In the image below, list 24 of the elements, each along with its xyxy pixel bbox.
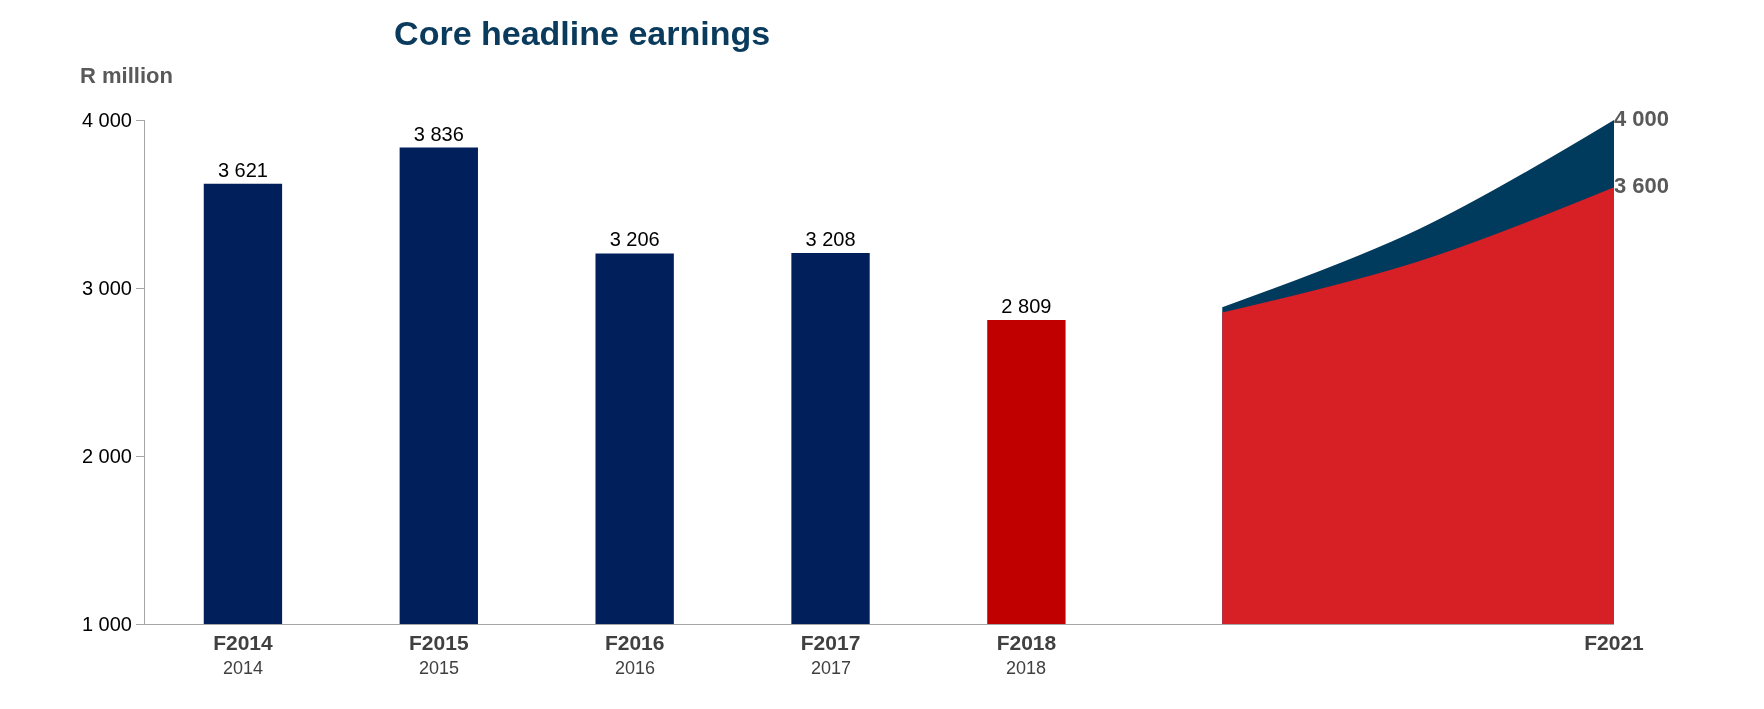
text: 2014 [223,658,264,678]
y-axis-title: R million [80,63,173,88]
data-label: 4 000 [1614,105,1670,131]
text: 2018 [1006,658,1047,678]
data-label: 3 836 [413,122,464,145]
x-tick-label: F2016 [604,631,665,655]
x-tick-label: F2017 [800,631,861,655]
text: 2017 [811,658,852,678]
y-tick-label: 1 000 [81,613,132,635]
data-label: 3 208 [805,228,856,251]
y-tick-label: 2 000 [81,445,132,467]
text: 2016 [615,658,656,678]
chart-title: Core headline earnings [394,14,771,53]
data-label: 3 206 [609,228,660,251]
x-tick-label: F2018 [996,631,1057,655]
data-label: 3 600 [1614,172,1670,198]
y-tick-label: 4 000 [81,109,132,131]
y-tick-label: 3 000 [81,277,132,299]
data-label: 2 809 [1001,295,1052,318]
x-tick-label: F2021 [1584,631,1645,655]
x-tick-label: F2014 [213,631,274,655]
data-label: 3 621 [217,158,268,181]
x-tick-label: F2015 [409,631,469,655]
text: 2015 [419,658,460,678]
